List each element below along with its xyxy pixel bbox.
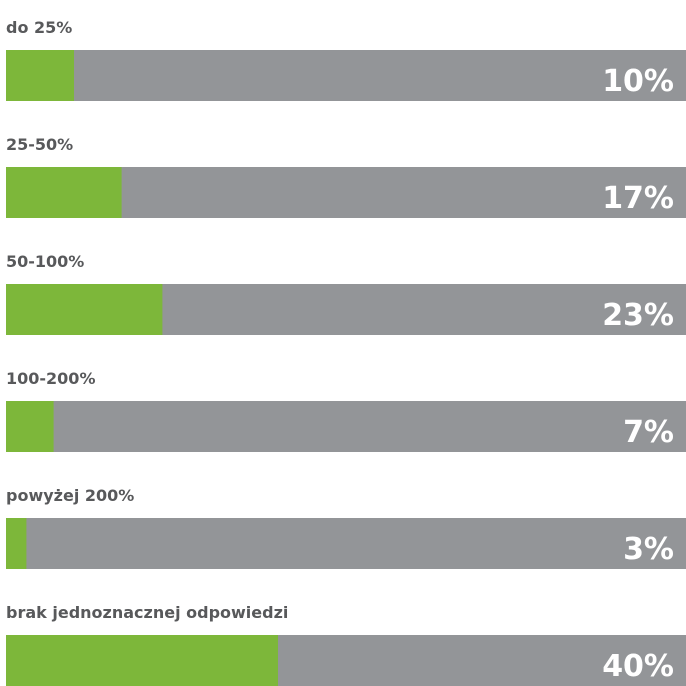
bar (6, 284, 163, 335)
category-label: 100-200% (6, 369, 95, 388)
category-label: powyżej 200% (6, 486, 134, 505)
value-label: 7% (623, 415, 674, 450)
bar-track (6, 50, 686, 101)
category-label: do 25% (6, 18, 72, 37)
value-label: 10% (602, 64, 674, 99)
value-label: 23% (602, 298, 674, 333)
value-label: 3% (623, 532, 674, 567)
bar (6, 50, 74, 101)
value-label: 17% (602, 181, 674, 216)
category-label: 25-50% (6, 135, 73, 154)
value-label: 40% (602, 649, 674, 684)
bar (6, 518, 27, 569)
bar (6, 167, 122, 218)
bar-track (6, 518, 686, 569)
category-label: 50-100% (6, 252, 84, 271)
bar (6, 401, 54, 452)
category-label: brak jednoznacznej odpowiedzi (6, 603, 288, 622)
bar-track (6, 401, 686, 452)
bar (6, 635, 278, 686)
